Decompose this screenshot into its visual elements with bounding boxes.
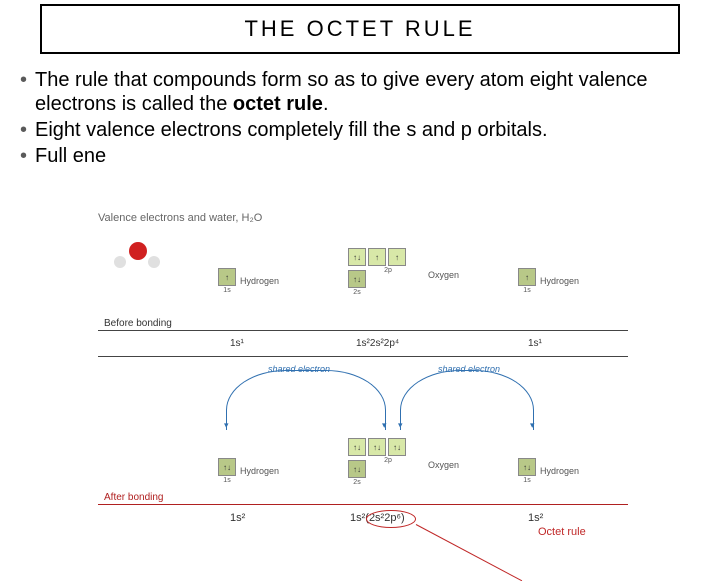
orbital-label: 2s <box>353 289 360 296</box>
hydrogen-orbital-right: ↑↓ 1s Hydrogen <box>518 458 579 484</box>
orbital-box-2s: ↑↓ <box>348 270 366 288</box>
orbital-box-2p: ↑↓ <box>388 438 406 456</box>
bullet-text: The rule that compounds form so as to gi… <box>35 68 700 116</box>
before-bonding-row: ↑ 1s Hydrogen ↑↓ ↑ ↑ 2p ↑↓ 2s Oxygen ↑ <box>218 248 622 298</box>
after-label: After bonding <box>104 492 164 503</box>
orbital-label: 2s <box>353 479 360 486</box>
shared-electron-label: shared electron <box>268 364 330 374</box>
orbital-label: 2p <box>370 267 406 274</box>
orbital-box-1s: ↑↓ <box>218 458 236 476</box>
oxygen-2s-orbital: ↑↓ 2s <box>348 460 366 486</box>
orbital-box-2p: ↑↓ <box>368 438 386 456</box>
shared-electron-label: shared electron <box>438 364 500 374</box>
divider-line-red <box>98 504 628 505</box>
bullet-text: Full ene <box>35 144 106 168</box>
title-box: THE OCTET RULE <box>40 4 680 54</box>
orbital-label: 1s <box>223 477 230 484</box>
arrow-down-icon: ▾ <box>382 420 387 431</box>
electron-config: 1s¹ <box>528 338 542 349</box>
octet-oval <box>366 510 416 528</box>
orbital-label: 1s <box>223 287 230 294</box>
bullet-item: • Full ene <box>20 144 700 168</box>
hydrogen-atom-icon <box>148 256 160 268</box>
hydrogen-orbital-right: ↑ 1s Hydrogen <box>518 268 579 294</box>
arrow-down-icon: ▾ <box>398 420 403 431</box>
atom-label: Oxygen <box>428 460 459 470</box>
hydrogen-atom-icon <box>114 256 126 268</box>
orbital-box-2p: ↑↓ <box>348 248 366 266</box>
diagram-panel: Valence electrons and water, H₂O ↑ 1s Hy… <box>98 212 628 534</box>
bullet-text: Eight valence electrons completely fill … <box>35 118 548 142</box>
oxygen-2s-orbital: ↑↓ 2s <box>348 270 366 296</box>
oxygen-atom-icon <box>129 242 147 260</box>
orbital-box-2s: ↑↓ <box>348 460 366 478</box>
orbital-box-1s: ↑↓ <box>518 458 536 476</box>
arrow-down-icon: ▾ <box>224 420 229 431</box>
bullet-marker: • <box>20 68 27 92</box>
orbital-label: 2p <box>370 457 406 464</box>
bullet-list: • The rule that compounds form so as to … <box>0 62 720 168</box>
orbital-box-1s: ↑ <box>518 268 536 286</box>
atom-label: Hydrogen <box>240 466 279 476</box>
atom-label: Hydrogen <box>240 276 279 286</box>
atom-label: Hydrogen <box>540 276 579 286</box>
bullet-item: • The rule that compounds form so as to … <box>20 68 700 116</box>
divider-line <box>98 356 628 357</box>
electron-config: 1s¹ <box>230 338 244 349</box>
divider-line <box>98 330 628 331</box>
diagram-title: Valence electrons and water, H₂O <box>98 212 628 224</box>
orbital-box-2p: ↑ <box>368 248 386 266</box>
after-bonding-row: ↑↓ 1s Hydrogen ↑↓ ↑↓ ↑↓ 2p ↑↓ 2s Oxygen … <box>218 438 622 500</box>
bullet-marker: • <box>20 118 27 142</box>
bullet-item: • Eight valence electrons completely fil… <box>20 118 700 142</box>
electron-config: 1s²2s²2p⁴ <box>356 338 399 349</box>
atom-label: Oxygen <box>428 270 459 280</box>
shared-electron-arc <box>400 370 534 430</box>
electron-config: 1s² <box>230 512 245 524</box>
water-molecule-icon <box>108 238 168 278</box>
page-title: THE OCTET RULE <box>42 16 678 42</box>
orbital-label: 1s <box>523 477 530 484</box>
shared-electron-arc <box>226 370 386 430</box>
orbital-box-2p: ↑ <box>388 248 406 266</box>
arrow-down-icon: ▾ <box>530 420 535 431</box>
atom-label: Hydrogen <box>540 466 579 476</box>
bullet-marker: • <box>20 144 27 168</box>
orbital-label: 1s <box>523 287 530 294</box>
hydrogen-orbital-left: ↑ 1s Hydrogen <box>218 268 279 294</box>
before-label: Before bonding <box>104 318 172 329</box>
orbital-box-2p: ↑↓ <box>348 438 366 456</box>
hydrogen-orbital-left: ↑↓ 1s Hydrogen <box>218 458 279 484</box>
orbital-box-1s: ↑ <box>218 268 236 286</box>
octet-label: Octet rule <box>538 526 586 538</box>
octet-connector-line <box>416 524 522 581</box>
electron-config: 1s² <box>528 512 543 524</box>
